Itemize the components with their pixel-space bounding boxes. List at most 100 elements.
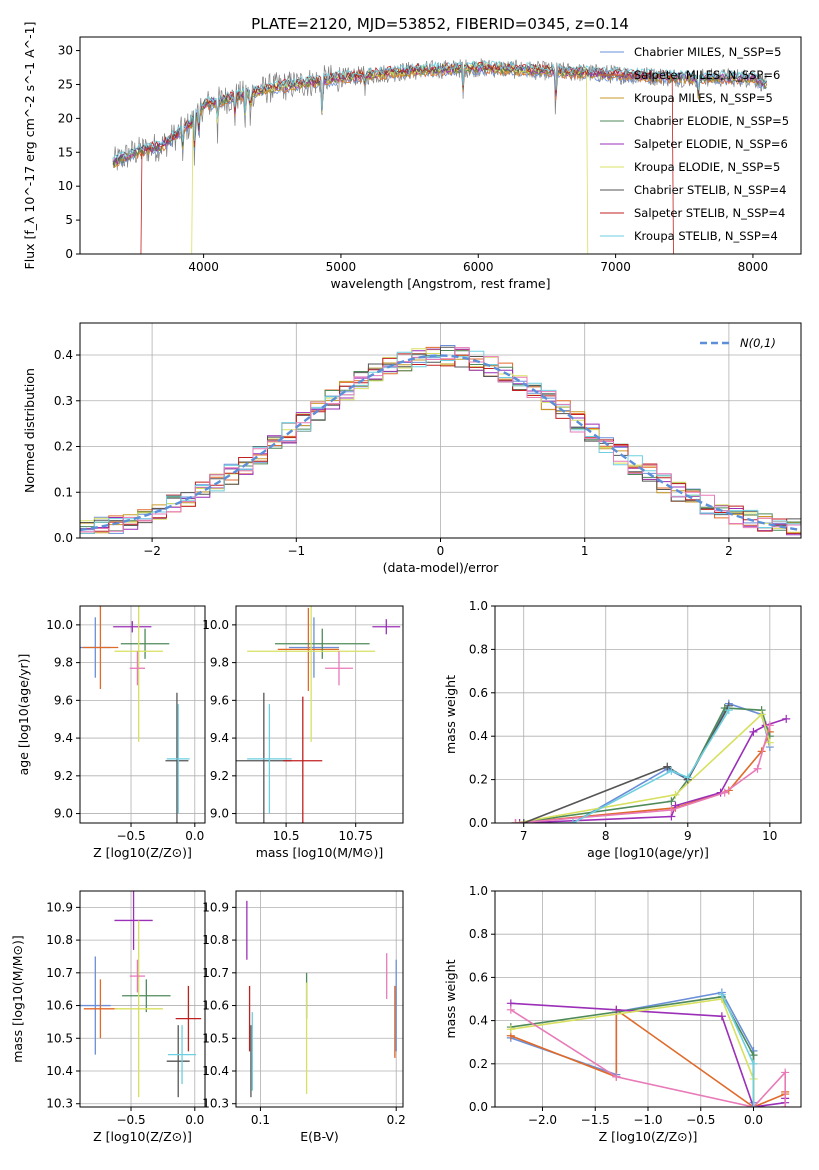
model-spectrum-line [112,60,768,159]
residual-histogram [80,353,801,534]
axes-frame [494,605,802,824]
legend-entry: N(0,1) [740,336,776,350]
legend-entry: Salpeter MILES, N_SSP=6 [634,68,780,82]
weight-marker [749,1103,758,1107]
y-tick-label: 9.6 [54,693,73,707]
y-tick-label: 10.6 [46,999,73,1013]
legend-entry: Kroupa MILES, N_SSP=5 [634,91,773,105]
y-tick-label: 9.2 [54,769,73,783]
weight-marker [506,1025,515,1034]
x-tick-label: −0.5 [116,829,145,843]
y-axis-label: mass weight [443,675,458,754]
weight-marker [753,764,762,773]
y-tick-label: 0.3 [54,394,73,408]
y-axis-label: mass weight [443,959,458,1038]
normal-distribution-curve [80,354,801,532]
weight-marker [568,819,577,823]
weight-line [510,995,755,1107]
legend-entry: Kroupa STELIB, N_SSP=4 [634,229,778,243]
legend-entry: Chabrier STELIB, N_SSP=4 [634,183,786,197]
y-tick-label: 10.8 [46,933,73,947]
x-tick-label: 0.2 [387,1113,406,1127]
y-tick-label: 10.0 [46,618,73,632]
weight-marker [663,762,672,771]
y-tick-label: 10.5 [202,1031,229,1045]
weight-marker [671,790,680,799]
y-tick-label: 10.7 [46,966,73,980]
y-tick-label: 10.8 [202,933,229,947]
x-tick-label: 4000 [188,260,219,274]
x-tick-label: 8 [602,829,610,843]
weight-marker [717,990,726,999]
weight-marker [749,727,758,736]
legend-entry: Chabrier ELODIE, N_SSP=5 [634,114,789,128]
x-tick-label: 10 [762,829,777,843]
weight-marker [717,1012,726,1021]
x-axis-label: mass [log10(M/M⊙)] [256,845,384,860]
x-tick-label: −0.5 [686,1113,715,1127]
y-tick-label: 10.3 [202,1097,229,1111]
y-tick-label: 9.4 [210,731,229,745]
legend-entry: Chabrier MILES, N_SSP=5 [634,45,781,59]
weight-marker [781,1103,790,1107]
y-tick-label: 0.4 [469,729,488,743]
axes-frame [235,890,404,1108]
x-tick-label: 0.0 [744,1113,763,1127]
x-tick-label: −1 [287,544,305,558]
x-tick-label: 6000 [463,260,494,274]
weight-marker [765,738,774,747]
weight-marker [757,710,766,719]
weight-line [572,709,730,823]
y-tick-label: 9.8 [210,656,229,670]
weight-line [510,1009,786,1107]
weight-line [515,725,771,823]
weight-marker [506,1005,515,1014]
y-tick-label: 10.7 [202,966,229,980]
y-tick-label: 0.0 [54,531,73,545]
x-tick-label: 0.0 [185,829,204,843]
x-tick-label: −0.5 [116,1113,145,1127]
y-tick-label: 0.8 [469,642,488,656]
axes-frame [235,605,404,824]
y-tick-label: 9.2 [210,769,229,783]
weight-line [515,707,771,823]
y-tick-label: 30 [58,44,73,58]
x-tick-label: 1 [581,544,589,558]
weight-marker [519,819,528,823]
y-tick-label: 9.8 [54,656,73,670]
weight-line [523,705,730,823]
y-tick-label: 0.8 [469,927,488,941]
x-axis-label: Z [log10(Z/Z⊙)] [93,845,192,860]
weight-marker [749,1059,758,1068]
residual-legend: N(0,1) [700,336,776,350]
y-tick-label: 0.1 [54,485,73,499]
weight-marker [683,773,692,782]
y-tick-label: 1.0 [469,884,488,898]
weight-vs-metallicity-panel: −2.0 −1.5 −1.0 −0.5 0.0 0.0 0.2 0.4 0.6 0.8 1.0 Z [… [443,884,802,1144]
x-tick-label: 8000 [738,260,769,274]
weight-marker [612,1005,621,1014]
axes-frame [79,36,802,255]
weight-marker [667,766,676,775]
x-axis-label: wavelength [Angstrom, rest frame] [330,276,550,291]
axes-frame [79,890,206,1108]
x-tick-label: 10.5 [273,829,300,843]
y-tick-label: 0.0 [469,816,488,830]
y-tick-label: 10.9 [202,900,229,914]
residual-histogram [80,347,801,533]
weight-marker [511,819,520,823]
x-tick-label: −1.5 [581,1113,610,1127]
x-tick-label: −1.0 [633,1113,662,1127]
x-tick-label: −2 [143,544,161,558]
figure-title: PLATE=2120, MJD=53852, FIBERID=0345, z=0… [251,15,629,33]
x-tick-label: 0.1 [251,1113,270,1127]
y-axis-label: Normed distribution [22,368,37,493]
y-tick-label: 20 [58,111,73,125]
mass-vs-reddening-panel: 0.1 0.2 10.3 10.4 10.5 10.6 10.7 10.8 10.9 E(B-V) [202,890,406,1144]
y-tick-label: 0.6 [469,970,488,984]
weight-marker [667,805,676,814]
x-axis-label: E(B-V) [300,1129,339,1144]
y-tick-label: 10.0 [202,618,229,632]
y-tick-label: 0.6 [469,686,488,700]
